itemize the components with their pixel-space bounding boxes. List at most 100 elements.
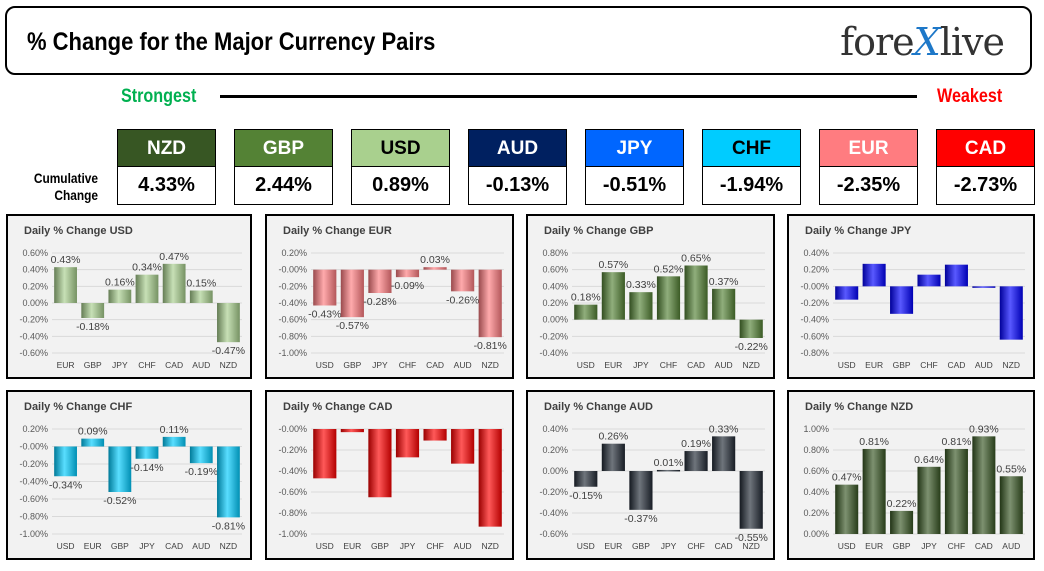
ranking-cell-aud: AUD -0.13% <box>468 129 567 205</box>
y-tick-label: 0.20% <box>542 445 568 455</box>
data-label: -0.57% <box>336 320 369 332</box>
y-tick-label: -0.40% <box>19 477 48 487</box>
data-label: -0.55% <box>735 532 768 544</box>
y-tick-label: 0.00% <box>22 298 48 308</box>
chart-nzd: Daily % Change NZD 0.00% 0.20% 0.40% 0.60% 0.… <box>787 390 1035 560</box>
cumulative-value: 2.44% <box>235 167 332 204</box>
data-label: 0.11% <box>160 424 189 436</box>
data-label: 0.57% <box>598 259 628 271</box>
y-tick-label: 0.20% <box>281 248 307 258</box>
data-label: -0.09% <box>391 280 424 292</box>
y-tick-label: -0.00% <box>800 281 829 291</box>
y-tick-label: 0.20% <box>22 281 48 291</box>
cumulative-label-line2: Change <box>54 187 98 203</box>
x-tick-label: AUD <box>1002 541 1020 551</box>
x-tick-label: USD <box>577 541 595 551</box>
data-label: -0.81% <box>474 340 507 352</box>
currency-name: NZD <box>118 130 215 167</box>
chart-title: Daily % Change CHF <box>24 401 132 413</box>
y-tick-label: 0.00% <box>542 466 568 476</box>
bar-usd <box>835 484 859 534</box>
data-label: 0.03% <box>420 254 450 266</box>
data-label: 0.47% <box>159 251 189 263</box>
x-tick-label: AUD <box>192 360 210 370</box>
bar-jpy <box>917 466 941 534</box>
cumulative-value: -2.35% <box>820 167 917 204</box>
x-tick-label: JPY <box>400 541 416 551</box>
x-tick-label: USD <box>838 541 856 551</box>
bar-nzd <box>217 303 240 343</box>
x-tick-label: USD <box>57 541 75 551</box>
x-tick-label: NZD <box>742 541 759 551</box>
x-tick-label: JPY <box>139 541 155 551</box>
chart-gbp: Daily % Change GBP -0.40% -0.20% 0.00% 0.20%… <box>526 214 775 379</box>
y-tick-label: -0.60% <box>539 529 568 539</box>
x-tick-label: GBP <box>632 541 650 551</box>
data-label: -0.47% <box>212 345 245 357</box>
ranking-cell-chf: CHF -1.94% <box>702 129 801 205</box>
strength-scale-line <box>220 95 917 98</box>
bar-usd <box>313 429 337 479</box>
y-tick-label: -0.00% <box>278 265 307 275</box>
bar-cad <box>162 263 186 303</box>
data-label: 0.22% <box>887 498 917 510</box>
x-tick-label: NZD <box>481 360 498 370</box>
y-tick-label: -0.60% <box>19 494 48 504</box>
y-tick-label: -1.00% <box>278 348 307 358</box>
data-label: 0.65% <box>681 253 711 265</box>
data-label: -0.43% <box>308 309 341 321</box>
data-label: 0.43% <box>51 254 81 266</box>
bar-cad <box>162 436 186 447</box>
x-tick-label: GBP <box>893 360 911 370</box>
x-tick-label: CHF <box>660 360 677 370</box>
chart-jpy: Daily % Change JPY -0.80% -0.60% -0.40% -0.2… <box>787 214 1035 379</box>
x-tick-label: USD <box>838 360 856 370</box>
y-tick-label: -0.00% <box>19 442 48 452</box>
data-label: 0.81% <box>942 436 972 448</box>
y-tick-label: 1.00% <box>803 424 829 434</box>
bar-nzd <box>999 286 1023 340</box>
y-tick-label: -0.20% <box>278 445 307 455</box>
y-tick-label: 0.40% <box>22 265 48 275</box>
chart-aud: Daily % Change AUD -0.60% -0.40% -0.20% 0.00… <box>526 390 775 560</box>
data-label: 0.15% <box>186 278 216 290</box>
x-tick-label: NZD <box>742 360 759 370</box>
bar-jpy <box>656 469 681 472</box>
ranking-cell-nzd: NZD 4.33% <box>117 129 216 205</box>
x-tick-label: CAD <box>687 360 705 370</box>
cumulative-value: -0.51% <box>586 167 683 204</box>
x-tick-label: GBP <box>893 541 911 551</box>
x-tick-label: USD <box>577 360 595 370</box>
chart-eur: Daily % Change EUR -1.00% -0.80% -0.60% -0.4… <box>265 214 514 379</box>
data-label: 0.33% <box>709 423 739 435</box>
x-tick-label: USD <box>316 541 334 551</box>
bar-jpy <box>368 269 392 293</box>
x-tick-label: GBP <box>343 360 361 370</box>
bar-jpy <box>629 292 653 320</box>
bar-gbp <box>368 429 392 498</box>
ranking-cell-jpy: JPY -0.51% <box>585 129 684 205</box>
x-tick-label: GBP <box>84 360 102 370</box>
bar-chf <box>917 274 941 287</box>
bar-chf <box>684 451 708 471</box>
bar-usd <box>54 446 77 477</box>
bar-nzd <box>739 471 763 529</box>
ranking-cell-gbp: GBP 2.44% <box>234 129 333 205</box>
bar-aud <box>972 286 996 288</box>
bar-gbp <box>108 446 132 492</box>
bar-chf <box>395 269 420 278</box>
x-tick-label: GBP <box>371 541 389 551</box>
x-tick-label: CHF <box>920 360 937 370</box>
y-tick-label: -0.20% <box>539 331 568 341</box>
data-label: -0.14% <box>130 462 163 474</box>
ranking-cell-cad: CAD -2.73% <box>936 129 1035 205</box>
bar-chf <box>944 448 968 534</box>
bar-cad <box>712 436 736 471</box>
data-label: -0.18% <box>76 321 109 333</box>
chart-title: Daily % Change JPY <box>805 225 912 237</box>
x-tick-label: CHF <box>399 360 416 370</box>
bar-aud <box>451 429 475 464</box>
cumulative-value: -1.94% <box>703 167 800 204</box>
bar-eur <box>601 443 625 471</box>
bar-eur <box>81 438 105 447</box>
